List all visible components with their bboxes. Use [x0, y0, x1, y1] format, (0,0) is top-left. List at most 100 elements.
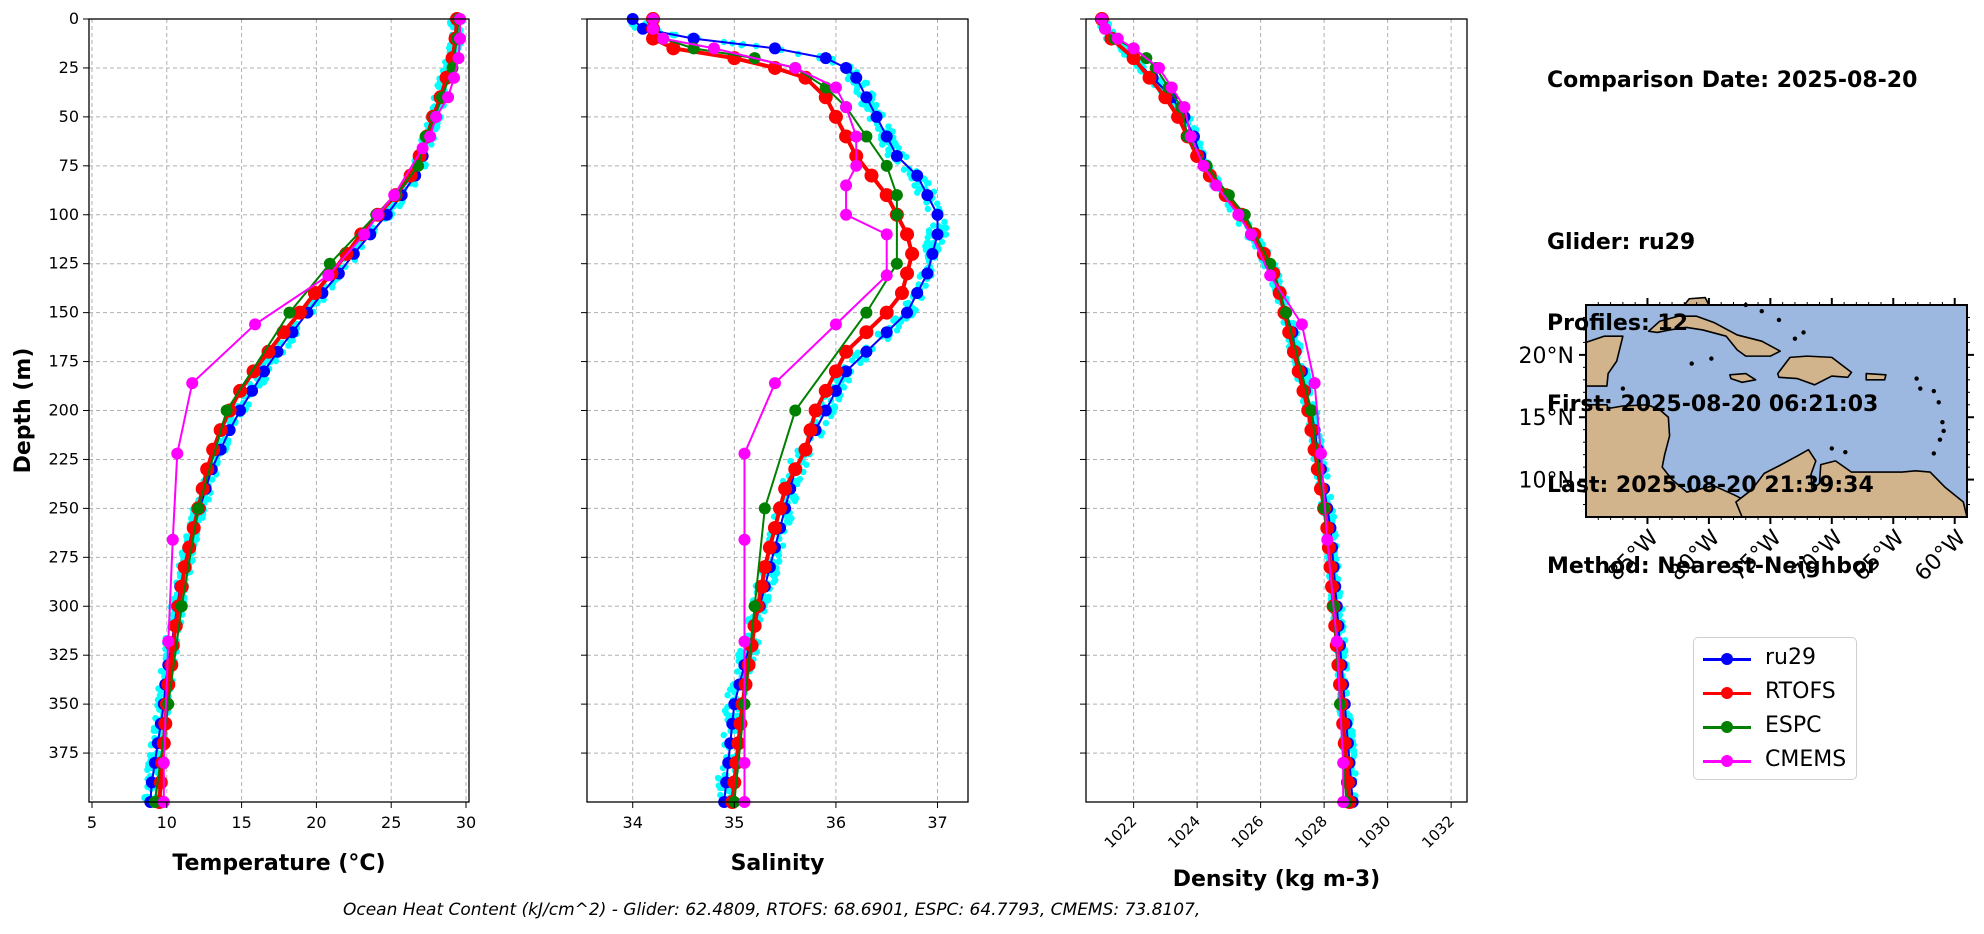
- glider-profile-point: [285, 342, 292, 349]
- map-island: [1792, 336, 1798, 341]
- series-point-cmems: [1314, 447, 1327, 460]
- y-tick-label: 150: [48, 303, 79, 322]
- glider-profile-point: [1343, 690, 1351, 697]
- series-point-cmems: [1264, 269, 1277, 282]
- series-point-cmems: [388, 189, 401, 202]
- map-lat-label: 20°N: [1519, 344, 1574, 369]
- series-point-cmems: [850, 159, 863, 172]
- glider-profile-point: [1352, 770, 1359, 777]
- series-point-cmems: [162, 635, 175, 648]
- glider-profile-point: [862, 356, 870, 363]
- x-tick-label: 37: [927, 813, 947, 832]
- glider-profile-point: [156, 692, 164, 699]
- glider-profile-point: [724, 691, 731, 699]
- land-puerto-rico: [1865, 372, 1887, 381]
- series-point-cmems: [647, 22, 660, 35]
- legend-item-rtofs: RTOFS: [1694, 676, 1856, 710]
- glider-profile-point: [189, 557, 196, 564]
- comparison-date: Comparison Date: 2025-08-20: [1547, 68, 1918, 93]
- map-island: [1620, 386, 1626, 391]
- series-point-cmems: [708, 42, 720, 55]
- y-tick-label: 350: [48, 694, 79, 713]
- series-point-cmems: [880, 269, 893, 282]
- series-point-cmems: [430, 110, 443, 123]
- y-tick-label: 0: [69, 9, 79, 28]
- glider-profile-point: [153, 727, 160, 734]
- glider-profile-point: [792, 495, 800, 502]
- series-point-espc: [283, 306, 296, 319]
- y-tick-label: 375: [48, 743, 79, 762]
- map-island: [1931, 451, 1937, 456]
- series-point-espc: [860, 306, 873, 319]
- first-time: First: 2025-08-20 06:21:03: [1547, 392, 1879, 417]
- series-point-cmems: [1178, 101, 1191, 114]
- x-axis-label: Temperature (°C): [172, 851, 385, 876]
- y-tick-label: 75: [59, 156, 79, 175]
- series-point-rtofs: [754, 579, 769, 594]
- series-point-espc: [890, 208, 903, 221]
- glider-profile-point: [934, 200, 941, 207]
- map-island: [1940, 420, 1945, 425]
- glider-profile-point: [1226, 206, 1233, 213]
- series-point-rtofs: [808, 403, 823, 418]
- series-point-cmems: [171, 447, 184, 460]
- series-point-cmems: [850, 130, 863, 143]
- map-island: [1941, 428, 1946, 434]
- series-point-cmems: [358, 228, 371, 241]
- series-point-rtofs: [1336, 716, 1351, 731]
- series-point-cmems: [1099, 22, 1112, 35]
- y-tick-label: 50: [59, 107, 79, 126]
- series-point-espc: [192, 502, 205, 515]
- series-point-rtofs: [773, 501, 788, 516]
- series-point-ru29: [911, 287, 924, 300]
- series-point-rtofs: [762, 540, 777, 555]
- series-point-cmems: [448, 71, 461, 84]
- glider-profile-point: [765, 593, 772, 601]
- series-point-rtofs: [1171, 109, 1186, 124]
- series-point-ru29: [931, 228, 944, 241]
- x-tick-label: 10: [157, 813, 177, 832]
- series-point-espc: [789, 404, 802, 417]
- series-point-cmems: [738, 533, 751, 546]
- series-point-ru29: [829, 384, 842, 397]
- last-time: Last: 2025-08-20 21:39:34: [1547, 473, 1874, 498]
- series-point-cmems: [1197, 159, 1210, 172]
- series-point-rtofs: [292, 305, 307, 320]
- series-point-rtofs: [727, 775, 742, 790]
- glider-profile-point: [911, 182, 918, 189]
- series-point-cmems: [768, 377, 781, 390]
- legend-marker: [1721, 653, 1733, 665]
- method: Method: Nearest-Neighbor: [1547, 554, 1878, 579]
- series-point-cmems: [166, 533, 179, 546]
- land-south-america: [1735, 448, 1968, 518]
- series-point-espc: [162, 698, 175, 711]
- glider-profile-point: [854, 349, 862, 356]
- glider-profile-point: [930, 222, 937, 229]
- glider-profile-point: [925, 179, 932, 187]
- series-line-cmems: [652, 19, 888, 802]
- glider-profile-point: [725, 712, 733, 719]
- y-tick-label: 25: [59, 58, 79, 77]
- series-point-cmems: [880, 228, 893, 241]
- series-point-rtofs: [839, 129, 854, 144]
- series-point-rtofs: [788, 462, 803, 477]
- series-point-espc: [860, 130, 873, 143]
- glider-profile-point: [1324, 473, 1331, 480]
- glider-profile-point: [803, 461, 810, 468]
- series-point-espc: [890, 189, 903, 202]
- series-point-rtofs: [186, 520, 201, 535]
- series-point-ru29: [890, 150, 903, 163]
- glider-profile-point: [412, 181, 419, 188]
- legend-item-ru29: ru29: [1694, 642, 1856, 676]
- series-point-ru29: [860, 345, 873, 358]
- map-lon-label: 60°W: [1910, 525, 1971, 586]
- series-point-espc: [175, 600, 188, 613]
- series-point-rtofs: [894, 286, 909, 301]
- series-point-rtofs: [818, 90, 833, 105]
- glider-profile-point: [772, 569, 780, 576]
- series-point-cmems: [789, 61, 802, 74]
- series-point-rtofs: [803, 423, 818, 438]
- glider-profile-point: [720, 731, 727, 739]
- glider-profile-point: [289, 337, 296, 344]
- series-point-rtofs: [1337, 736, 1352, 751]
